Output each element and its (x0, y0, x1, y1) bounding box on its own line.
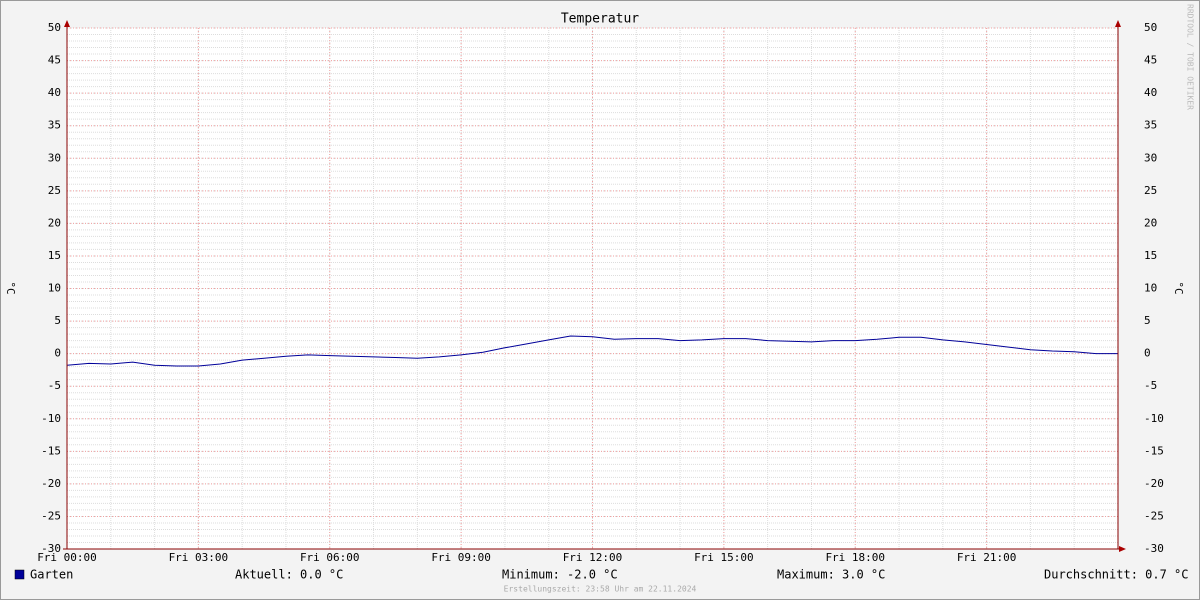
y2-tick-label: 10 (1144, 282, 1157, 295)
line (66, 335, 1118, 367)
x-tick-label: Fri 03:00 (169, 551, 229, 564)
axis-arrow (1115, 20, 1121, 27)
y-tick-label: 35 (48, 119, 61, 132)
watermark: RRDTOOL / TOBI OETIKER (1186, 4, 1195, 110)
y2-tick-label: -20 (1144, 477, 1164, 490)
series (66, 335, 1118, 367)
y-tick-label: 25 (48, 184, 61, 197)
y2-tick-label: -10 (1144, 412, 1164, 425)
x-tick-label: Fri 21:00 (957, 551, 1017, 564)
y-tick-label: -10 (41, 412, 61, 425)
legend-label: Garten (30, 568, 73, 582)
y2-tick-label: -25 (1144, 509, 1164, 522)
y2-tick-label: 15 (1144, 249, 1157, 262)
y-tick-label: 40 (48, 86, 61, 99)
y-tick-label: 45 (48, 54, 61, 67)
stat: Aktuell: 0.0 °C (235, 568, 343, 582)
y-tick-label: -30 (41, 542, 61, 555)
y-tick-label: 30 (48, 151, 61, 164)
y2-tick-label: 30 (1144, 151, 1157, 164)
footer: Erstellungszeit: 23:58 Uhr am 22.11.2024 (504, 585, 697, 594)
y-tick-label: 50 (48, 21, 61, 34)
y2-tick-label: 25 (1144, 184, 1157, 197)
y-tick-label: -5 (48, 379, 61, 392)
y-tick-label: -15 (41, 444, 61, 457)
y2-axis-label: °C (1172, 281, 1185, 294)
x-tick-label: Fri 18:00 (825, 551, 885, 564)
y-tick-label: 15 (48, 249, 61, 262)
legend-swatch (14, 569, 25, 580)
axis-arrow (64, 20, 70, 27)
y2-tick-label: 0 (1144, 347, 1151, 360)
y2-tick-label: 45 (1144, 54, 1157, 67)
x-tick-label: Fri 12:00 (563, 551, 623, 564)
y2-tick-label: -15 (1144, 444, 1164, 457)
stat: Minimum: -2.0 °C (502, 568, 618, 582)
x-tick-label: Fri 15:00 (694, 551, 754, 564)
axis-arrow (1119, 546, 1126, 552)
grid (66, 27, 1119, 550)
y-tick-label: -25 (41, 509, 61, 522)
y-tick-label: 5 (54, 314, 61, 327)
stat: Durchschnitt: 0.7 °C (1044, 568, 1189, 582)
y-tick-label: 10 (48, 282, 61, 295)
y2-tick-label: -30 (1144, 542, 1164, 555)
y2-tick-label: 35 (1144, 119, 1157, 132)
chart-title: Temperatur (561, 12, 639, 27)
y-tick-label: 20 (48, 216, 61, 229)
y2-tick-label: 50 (1144, 21, 1157, 34)
x-tick-label: Fri 06:00 (300, 551, 360, 564)
y2-tick-label: 5 (1144, 314, 1151, 327)
y2-tick-label: 40 (1144, 86, 1157, 99)
x-tick-label: Fri 00:00 (37, 551, 97, 564)
y-axis-label: °C (4, 281, 17, 294)
y-tick-label: 0 (54, 347, 61, 360)
stat: Maximum: 3.0 °C (777, 568, 885, 582)
y-tick-label: -20 (41, 477, 61, 490)
y2-tick-label: 20 (1144, 216, 1157, 229)
x-tick-label: Fri 09:00 (431, 551, 491, 564)
y2-tick-label: -5 (1144, 379, 1157, 392)
